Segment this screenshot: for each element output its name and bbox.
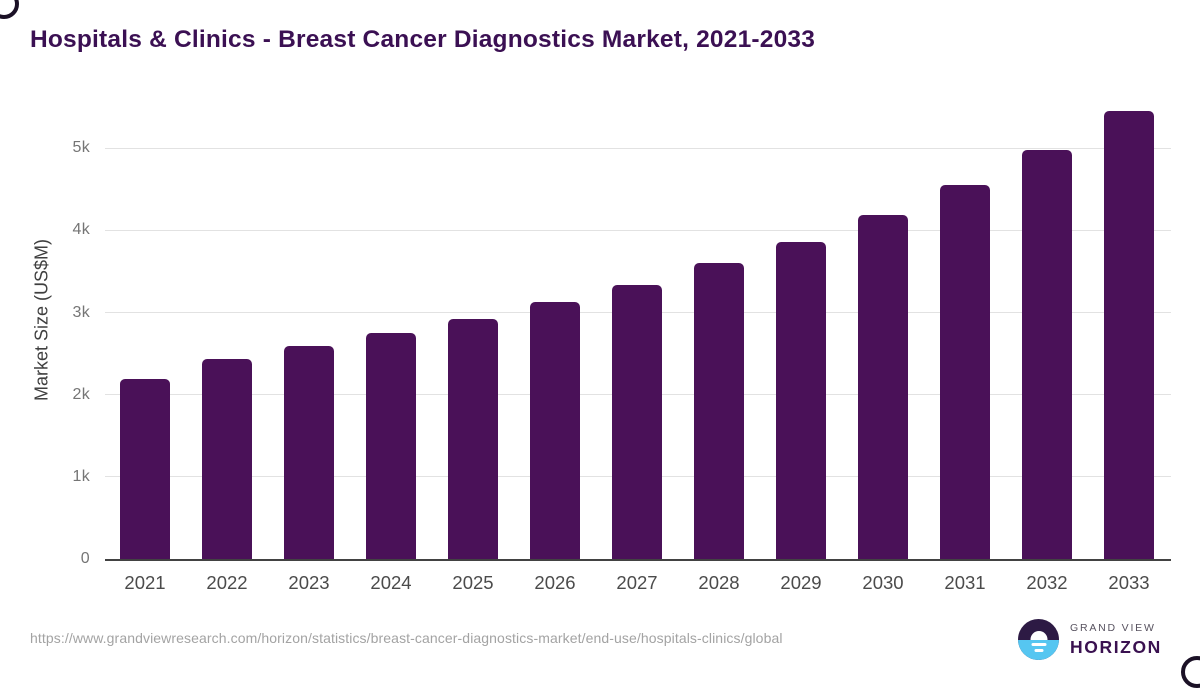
logo-sun-shape <box>1030 631 1047 640</box>
x-axis-tick-2021: 2021 <box>124 572 166 593</box>
bar-2025 <box>448 319 498 559</box>
source-url-text: https://www.grandviewresearch.com/horizo… <box>30 630 783 646</box>
bar-2031 <box>940 185 990 559</box>
plot-area: 0 1k 2k 3k 4k 5k 2021 2022 2023 2024 2025 2026 2027 2… <box>73 99 1171 593</box>
bar-2032 <box>1022 150 1072 559</box>
bar-2028 <box>694 263 744 559</box>
screenshot-corner-artifact-bottom-right <box>1181 656 1200 688</box>
x-axis-tick-2024: 2024 <box>370 572 412 593</box>
x-axis-tick-2025: 2025 <box>452 572 494 593</box>
bar-2023 <box>284 346 334 559</box>
logo-horizon-label: HORIZON <box>1070 636 1162 657</box>
logo-reflection-line-2 <box>1034 649 1043 652</box>
bar-2027 <box>612 284 662 559</box>
chart-title: Hospitals & Clinics - Breast Cancer Diag… <box>30 26 816 53</box>
logo-grand-view-label: GRAND VIEW <box>1070 621 1156 634</box>
y-axis-tick-1k: 1k <box>72 467 90 485</box>
bar-2030 <box>858 215 908 559</box>
x-axis-tick-2027: 2027 <box>616 572 658 593</box>
grand-view-horizon-logo: GRAND VIEW HORIZON <box>1018 619 1162 660</box>
y-axis-tick-0: 0 <box>80 550 90 567</box>
bar-2021 <box>120 379 170 559</box>
x-axis-tick-2022: 2022 <box>206 572 248 593</box>
gridline-5k <box>105 147 1171 149</box>
y-axis-tick-4k: 4k <box>72 221 90 239</box>
gridline-4k <box>105 229 1171 231</box>
x-axis-tick-2026: 2026 <box>534 572 576 593</box>
x-axis-tick-2023: 2023 <box>288 572 330 593</box>
bar-2026 <box>530 301 580 559</box>
y-axis-tick-5k: 5k <box>72 139 90 157</box>
x-axis-tick-2029: 2029 <box>780 572 822 593</box>
bar-2024 <box>366 333 416 559</box>
bar-2033 <box>1104 111 1154 559</box>
horizon-sunrise-icon <box>1018 619 1059 660</box>
x-axis-tick-2028: 2028 <box>698 572 740 593</box>
screenshot-corner-artifact-top-left <box>0 0 19 19</box>
bar-2029 <box>776 241 826 559</box>
logo-reflection-line-1 <box>1031 643 1046 646</box>
x-axis-tick-2032: 2032 <box>1026 572 1068 593</box>
x-axis-tick-2030: 2030 <box>862 572 904 593</box>
bar-2022 <box>202 359 252 559</box>
x-axis-tick-2033: 2033 <box>1108 572 1150 593</box>
y-axis-tick-3k: 3k <box>72 303 90 321</box>
x-axis-tick-2031: 2031 <box>944 572 986 593</box>
logo-text: GRAND VIEW HORIZON <box>1070 622 1162 658</box>
y-axis-tick-2k: 2k <box>72 385 90 403</box>
